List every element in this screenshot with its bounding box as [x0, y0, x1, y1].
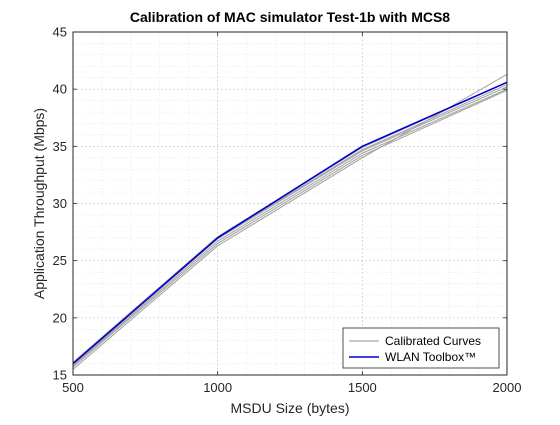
y-tick-label: 25 [53, 253, 67, 268]
legend-label-calibrated: Calibrated Curves [385, 334, 481, 348]
legend-box [342, 327, 500, 369]
y-tick-label: 20 [53, 310, 67, 325]
chart-title: Calibration of MAC simulator Test-1b wit… [130, 9, 450, 25]
x-tick-label: 500 [62, 380, 84, 395]
y-tick-label: 40 [53, 82, 67, 97]
y-tick-label: 35 [53, 139, 67, 154]
y-tick-label: 30 [53, 196, 67, 211]
series-line-calibrated-1 [72, 73, 508, 370]
ticks-layer: 500 1000 1500 2000 15 20 25 30 35 40 45 [53, 25, 522, 396]
x-axis-label: MSDU Size (bytes) [230, 400, 349, 416]
legend-label-wlan-toolbox: WLAN Toolbox™ [385, 350, 476, 364]
series-line-wlan-toolbox [72, 81, 508, 365]
x-tick-label: 2000 [493, 380, 522, 395]
x-tick-label: 1500 [348, 380, 377, 395]
x-tick-label: 1000 [203, 380, 232, 395]
y-axis-label: Application Throughput (Mbps) [31, 108, 47, 299]
series-layer [72, 73, 508, 370]
series-line-calibrated-2 [72, 89, 508, 368]
series-line-calibrated-4 [72, 86, 508, 366]
series-line-calibrated-3 [72, 88, 508, 367]
legend: Calibrated Curves WLAN Toolbox™ [342, 327, 500, 369]
y-tick-label: 45 [53, 25, 67, 40]
y-tick-label: 15 [53, 368, 67, 383]
